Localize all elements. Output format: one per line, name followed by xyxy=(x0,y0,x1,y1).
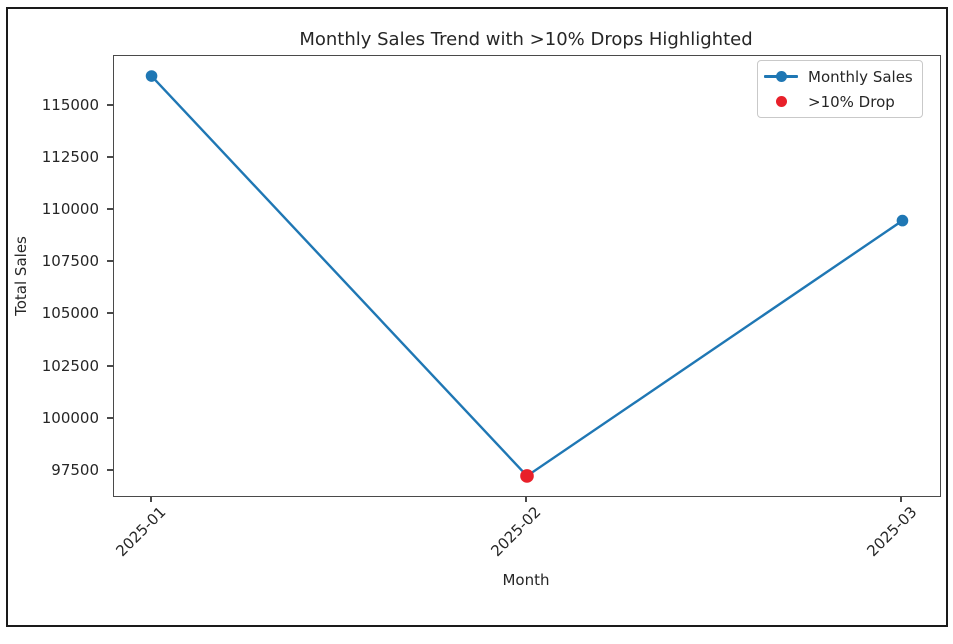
y-tick-mark xyxy=(107,260,113,263)
x-tick-mark xyxy=(525,496,527,502)
chart-title: Monthly Sales Trend with >10% Drops High… xyxy=(299,29,753,50)
legend-item-monthly-sales: Monthly Sales xyxy=(764,64,916,89)
y-tick-label: 112500 xyxy=(41,148,99,167)
legend-item-drop: >10% Drop xyxy=(764,89,916,114)
y-tick-label: 107500 xyxy=(41,252,99,271)
legend-label: Monthly Sales xyxy=(808,67,913,86)
highlight-drop-marker xyxy=(520,469,534,483)
series-line xyxy=(150,75,904,478)
y-tick-mark xyxy=(107,416,113,419)
data-point-marker xyxy=(896,214,909,227)
line-dot-marker-icon xyxy=(764,70,798,84)
y-tick-label: 115000 xyxy=(41,95,99,114)
legend-label: >10% Drop xyxy=(808,92,895,111)
data-point-marker xyxy=(145,70,158,82)
x-tick-mark xyxy=(149,496,152,502)
y-tick-label: 100000 xyxy=(41,408,99,427)
y-tick-mark xyxy=(107,468,113,471)
x-tick-mark xyxy=(900,496,903,502)
y-tick-mark xyxy=(107,312,113,315)
y-tick-mark xyxy=(107,364,113,367)
y-tick-mark xyxy=(107,156,113,159)
y-tick-label: 105000 xyxy=(41,304,99,323)
x-axis-label: Month xyxy=(502,571,550,589)
plot-area xyxy=(113,55,941,497)
dot-marker-icon xyxy=(764,95,798,109)
y-tick-mark xyxy=(107,208,113,211)
y-tick-label: 110000 xyxy=(41,200,99,219)
y-tick-mark xyxy=(107,103,113,106)
line-chart-canvas xyxy=(145,70,909,483)
y-tick-label: 102500 xyxy=(41,356,99,375)
legend: Monthly Sales >10% Drop xyxy=(757,60,923,118)
y-tick-label: 97500 xyxy=(51,460,99,479)
